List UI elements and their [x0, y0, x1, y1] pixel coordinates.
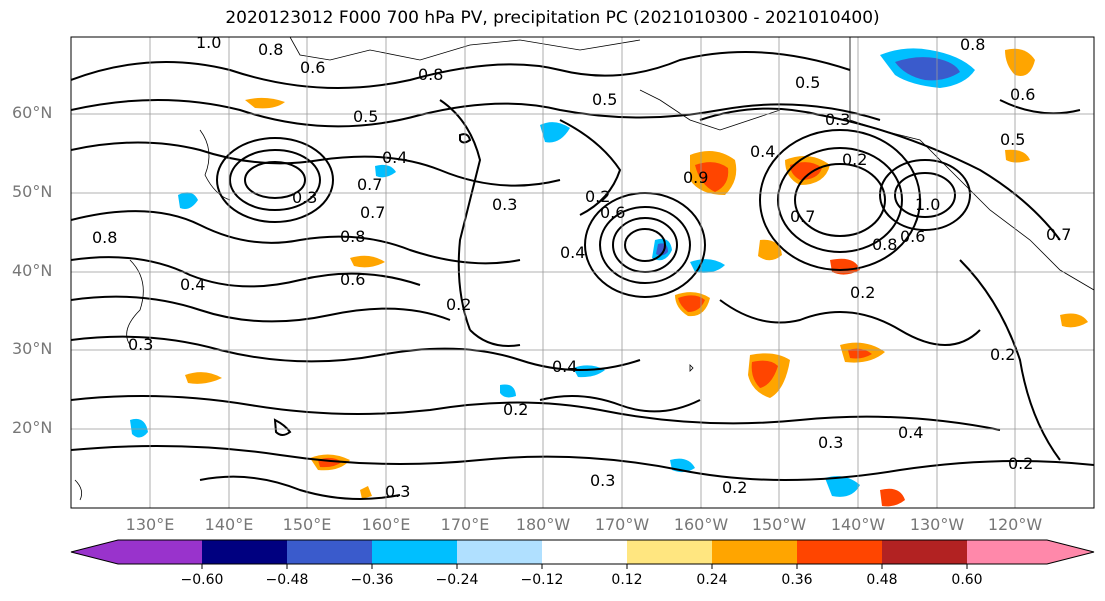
contour-label: 0.6	[340, 270, 365, 289]
colorbar-segment	[71, 540, 202, 564]
contour-label: 0.8	[340, 227, 365, 246]
colorbar-segment	[287, 540, 372, 564]
lon-label: 130°W	[909, 515, 965, 534]
contour-label: 0.2	[585, 187, 610, 206]
contour-label: 0.8	[872, 235, 897, 254]
colorbar-tick-label: −0.24	[435, 572, 479, 588]
contour-label: 0.5	[1000, 130, 1025, 149]
contour-label: 0.9	[683, 168, 708, 187]
colorbar-segment	[542, 540, 627, 564]
colorbar-tick-label: −0.36	[350, 572, 394, 588]
colorbar-outline	[70, 539, 1095, 565]
contour-label: 0.3	[385, 482, 410, 501]
contour-label: 0.6	[300, 58, 325, 77]
contour-label: 0.3	[590, 471, 615, 490]
contour-label: 0.2	[503, 400, 528, 419]
map-frame	[70, 36, 1095, 509]
contour-label: 0.2	[722, 478, 747, 497]
lat-label: 20°N	[12, 418, 53, 437]
contour-label: 0.5	[353, 107, 378, 126]
contour-label: 0.2	[1008, 454, 1033, 473]
lon-label: 170°W	[594, 515, 650, 534]
contour-label: 0.7	[357, 175, 382, 194]
contour-label: 0.4	[898, 423, 923, 442]
pv-contours	[71, 51, 1094, 500]
contour-label: 0.3	[292, 188, 317, 207]
contour-label: 0.2	[990, 345, 1015, 364]
colorbar-segment	[882, 540, 967, 564]
contour-label: 0.7	[1046, 225, 1071, 244]
colorbar-tick-label: 0.36	[781, 572, 813, 588]
lat-label: 50°N	[12, 182, 53, 201]
contour-label: 0.8	[960, 35, 985, 54]
colorbar-segment	[627, 540, 712, 564]
lon-label: 140°E	[204, 515, 254, 534]
contour-label: 0.4	[382, 148, 407, 167]
contour-label: 0.4	[180, 275, 205, 294]
lat-label: 60°N	[12, 103, 53, 122]
contour-label: 0.2	[446, 295, 471, 314]
lon-label: 150°E	[282, 515, 332, 534]
colorbar-tick-label: 0.12	[611, 572, 643, 588]
lon-label: 170°E	[440, 515, 490, 534]
contour-label: 0.8	[92, 228, 117, 247]
contour-label: 0.2	[842, 150, 867, 169]
contour-label: 0.3	[818, 433, 843, 452]
contour-label: 0.3	[825, 110, 850, 129]
contour-label: 0.4	[552, 357, 577, 376]
contour-label: 0.4	[750, 142, 775, 161]
lat-label: 40°N	[12, 261, 53, 280]
contour-label: 1.0	[196, 33, 221, 52]
contour-label: 0.2	[850, 283, 875, 302]
contour-label: 0.6	[900, 227, 925, 246]
contour-label: 0.7	[360, 203, 385, 222]
lon-label: 120°W	[987, 515, 1043, 534]
contour-labels: 1.0 0.8 0.6 0.8 0.5 0.3 0.5 0.7 0.4 0.3 …	[92, 33, 1071, 501]
lon-label: 160°W	[673, 515, 729, 534]
contour-label: 0.8	[258, 40, 283, 59]
lat-label: 30°N	[12, 339, 53, 358]
colorbar-segment	[202, 540, 287, 564]
contour-label: 0.8	[418, 65, 443, 84]
colorbar-tick-label: 0.60	[951, 572, 983, 588]
lon-label: 150°W	[751, 515, 807, 534]
map-title: 2020123012 F000 700 hPa PV, precipitatio…	[225, 8, 880, 28]
lon-label: 160°E	[361, 515, 411, 534]
gridlines	[71, 37, 1094, 508]
colorbar-segment	[712, 540, 797, 564]
contour-label: 0.7	[790, 207, 815, 226]
colorbar-tick-label: −0.12	[520, 572, 564, 588]
contour-label: 0.3	[492, 195, 517, 214]
lon-label: 140°W	[830, 515, 886, 534]
colorbar-segment	[372, 540, 457, 564]
colorbar-segment	[797, 540, 882, 564]
contour-label: 0.6	[600, 203, 625, 222]
contour-label: 0.3	[128, 335, 153, 354]
colorbar-segment	[967, 540, 1094, 564]
colorbar-segment	[457, 540, 542, 564]
contour-label: 0.6	[1010, 85, 1035, 104]
contour-label: 0.5	[795, 73, 820, 92]
contour-label: 0.5	[592, 90, 617, 109]
contour-label: 0.4	[560, 243, 585, 262]
colorbar	[70, 539, 1095, 569]
colorbar-tick-label: 0.24	[696, 572, 728, 588]
contour-label: 1.0	[915, 195, 940, 214]
colorbar-tick-label: −0.60	[180, 572, 224, 588]
lon-label: 130°E	[125, 515, 175, 534]
colorbar-tick-label: −0.48	[265, 572, 309, 588]
lon-label: 180°W	[515, 515, 571, 534]
colorbar-tick-label: 0.48	[866, 572, 898, 588]
